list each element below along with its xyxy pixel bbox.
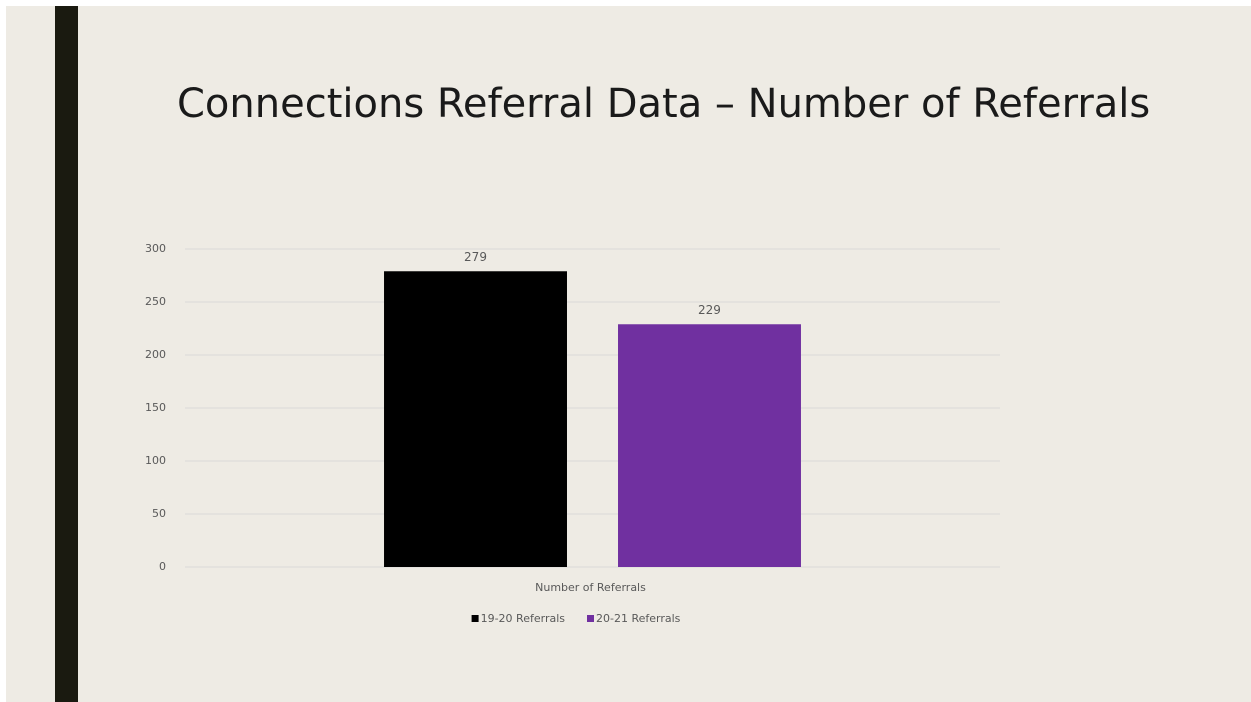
legend-label: 19-20 Referrals xyxy=(481,612,566,625)
data-label: 229 xyxy=(698,303,721,317)
y-tick-label: 200 xyxy=(145,348,166,361)
chart-title: Connections Referral Data – Number of Re… xyxy=(177,81,1150,127)
x-tick-label: Number of Referrals xyxy=(535,581,646,594)
y-tick-label: 150 xyxy=(145,401,166,414)
legend-swatch xyxy=(471,615,479,622)
bar xyxy=(384,271,567,567)
legend-swatch xyxy=(587,615,594,622)
y-tick-label: 50 xyxy=(152,507,166,520)
accent-bar xyxy=(55,6,78,702)
legend-label: 20-21 Referrals xyxy=(596,612,681,625)
bar xyxy=(618,324,801,567)
y-tick-label: 100 xyxy=(145,454,166,467)
y-tick-label: 0 xyxy=(159,560,166,573)
y-tick-label: 250 xyxy=(145,295,166,308)
y-tick-label: 300 xyxy=(145,242,166,255)
data-label: 279 xyxy=(464,250,487,264)
